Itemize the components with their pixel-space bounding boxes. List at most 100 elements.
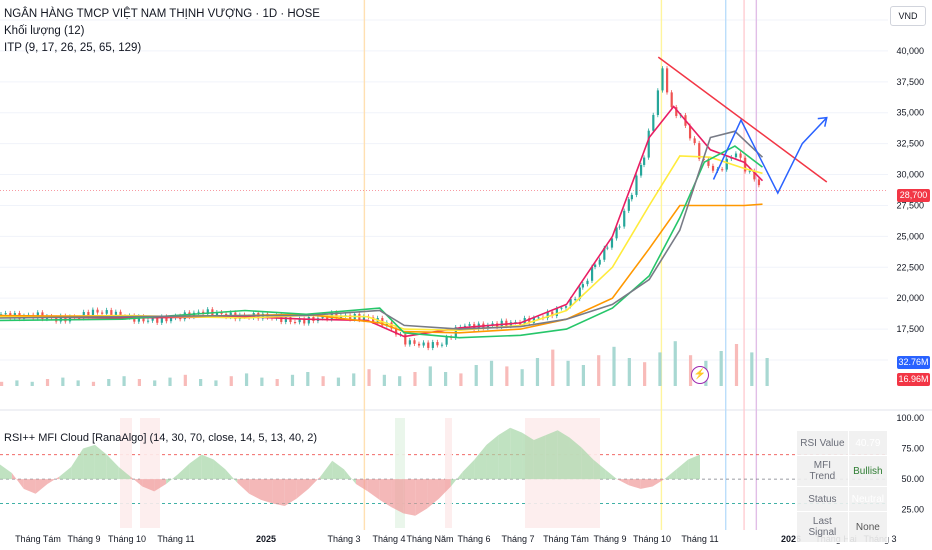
rsi-cloud-segment	[213, 459, 226, 480]
candle-body	[362, 316, 366, 320]
candle-body	[744, 157, 747, 172]
candle-body	[739, 153, 742, 158]
candle-body	[349, 315, 352, 320]
candle-body	[206, 309, 209, 315]
rsi-cloud-segment	[664, 469, 677, 480]
candle-body	[165, 316, 168, 322]
table-key: Last Signal	[796, 511, 849, 543]
candle-body	[578, 287, 581, 299]
volume-bar	[352, 373, 356, 386]
rsi-cloud-segment	[688, 454, 700, 480]
candle-body	[491, 323, 494, 326]
volume-bar	[398, 376, 402, 386]
volume-bar	[750, 352, 754, 386]
volume-bar	[61, 377, 65, 386]
candle-body	[627, 199, 630, 211]
candle-body	[445, 336, 448, 345]
volume-bar	[566, 360, 570, 386]
candle-body	[160, 316, 163, 323]
table-row: RSI Value 40.79	[796, 430, 889, 456]
candle-body	[289, 317, 292, 323]
candle-body	[197, 311, 200, 313]
time-axis-tick: 2026	[781, 534, 801, 544]
candle-body	[639, 164, 643, 176]
volume-bar	[168, 377, 172, 386]
volume-bar	[382, 374, 386, 386]
rsi-cloud-segment	[94, 444, 107, 480]
candle-body	[404, 334, 407, 345]
volume-bar	[290, 374, 295, 386]
volume-bar	[489, 360, 494, 386]
rsi-cloud-segment	[23, 479, 36, 494]
rsi-cloud-segment	[355, 479, 368, 492]
volume-bar	[520, 369, 524, 386]
candle-body	[656, 90, 660, 115]
time-axis-tick: Tháng 10	[108, 534, 146, 544]
candle-body	[666, 68, 669, 93]
rsi-cloud-segment	[367, 479, 380, 500]
candle-body	[748, 170, 751, 172]
candle-body	[725, 158, 728, 170]
price-axis-tick: 35,000	[896, 108, 924, 118]
volume-bar	[627, 358, 631, 386]
candle-body	[528, 317, 531, 323]
table-row: Last Signal None	[796, 511, 889, 543]
rsi-cloud-segment	[201, 454, 214, 480]
rsi-zone-band	[140, 418, 160, 528]
rsi-indicator-title[interactable]: RSI++ MFI Cloud [RanaAlgo] (14, 30, 70, …	[4, 432, 318, 444]
rsi-cloud-segment	[522, 432, 534, 480]
rsi-axis-tick: 75.00	[901, 444, 924, 454]
rsi-cloud-segment	[344, 469, 356, 484]
candle-body	[298, 318, 301, 323]
rsi-cloud-segment	[569, 437, 582, 480]
rsi-cloud-segment	[284, 479, 297, 506]
table-key: RSI Value	[796, 430, 849, 456]
candle-body	[586, 280, 589, 285]
candle-body	[734, 153, 738, 158]
volume-bar	[260, 377, 264, 386]
candle-body	[598, 259, 601, 265]
rsi-axis-tick: 25.00	[901, 505, 924, 515]
itp-indicator-label[interactable]: ITP (9, 17, 26, 25, 65, 129)	[4, 42, 142, 54]
table-row: MFI Trend Bullish	[796, 455, 889, 487]
candle-body	[661, 68, 664, 91]
symbol-title: NGÂN HÀNG TMCP VIỆT NAM THỊNH VƯỢNG · 1D…	[4, 8, 320, 20]
time-axis-tick: Tháng 10	[633, 534, 671, 544]
rsi-cloud-segment	[59, 466, 72, 480]
candle-body	[630, 194, 633, 200]
table-value: None	[847, 511, 889, 543]
volume-bar	[199, 379, 203, 386]
candle-body	[96, 309, 99, 313]
price-axis-tick: 30,000	[896, 170, 924, 180]
lightning-icon[interactable]: ⚡	[691, 366, 709, 384]
rsi-cloud-segment	[438, 479, 451, 499]
time-axis-tick: Tháng 9	[67, 534, 100, 544]
volume-bar	[321, 376, 325, 386]
rsi-cloud-segment	[47, 476, 60, 484]
candle-body	[610, 238, 614, 248]
candle-body	[721, 169, 724, 171]
time-axis-tick: Tháng Năm	[406, 534, 453, 544]
rsi-cloud-segment	[415, 479, 428, 516]
candle-body	[408, 340, 411, 345]
currency-button[interactable]: VND	[890, 6, 926, 26]
rsi-cloud-segment	[498, 427, 511, 480]
moving-average-line	[0, 155, 763, 332]
candle-body	[119, 311, 122, 317]
price-axis-tick: 25,000	[896, 231, 924, 241]
candle-body	[652, 114, 655, 131]
rsi-cloud-segment	[272, 479, 285, 506]
volume-bar	[15, 380, 19, 386]
volume-indicator-label[interactable]: Khối lượng (12)	[4, 25, 85, 37]
price-axis-tick: 17,500	[896, 324, 924, 334]
rsi-cloud-segment	[605, 469, 617, 480]
candle-body	[594, 264, 597, 268]
candle-body	[440, 344, 444, 346]
table-row: Status Neutral	[796, 486, 889, 512]
candle-body	[114, 311, 118, 317]
table-value: Neutral	[847, 486, 889, 512]
volume-bar	[688, 355, 693, 386]
time-axis-tick: Tháng Tám	[15, 534, 61, 544]
candle-body	[436, 342, 439, 346]
